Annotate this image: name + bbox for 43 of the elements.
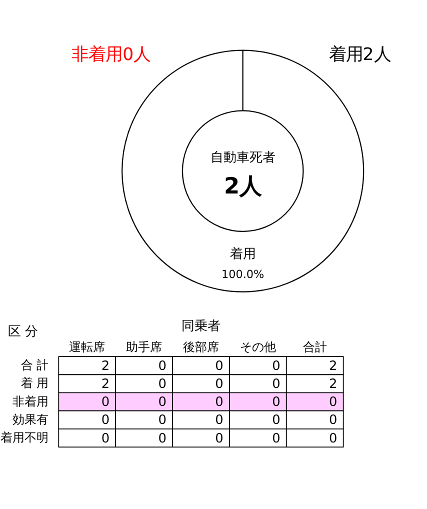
category-label: 非着用0人 xyxy=(72,44,151,65)
legend-label: 非着用 xyxy=(12,394,49,408)
y-tick-label: 効果有 xyxy=(12,412,49,426)
data-label: 0 xyxy=(215,377,224,392)
data-label: 2 xyxy=(329,358,338,374)
data-label: 0 xyxy=(329,395,338,410)
text: 2人 xyxy=(224,173,263,200)
text: 同乗者 xyxy=(181,318,220,334)
data-label: 0 xyxy=(158,358,166,374)
slice-label: 着用 xyxy=(230,246,256,262)
data-label: 0 xyxy=(329,413,338,428)
data-label: 0 xyxy=(272,431,280,446)
data-label: 0 xyxy=(272,395,280,410)
y-tick-label: 合 計 xyxy=(20,358,49,372)
data-label: 0 xyxy=(215,431,224,446)
y-tick-label: 着用不明 xyxy=(0,430,49,444)
data-label: 0 xyxy=(158,395,166,410)
x-tick-label: 運転席 xyxy=(69,340,106,354)
data-label: 100.0% xyxy=(221,268,265,282)
x-tick-label: 合計 xyxy=(302,340,327,354)
data-label: 2 xyxy=(101,377,110,392)
x-tick-label: 助手席 xyxy=(126,340,162,354)
data-label: 2 xyxy=(101,358,110,374)
data-label: 0 xyxy=(101,395,110,410)
data-label: 0 xyxy=(158,413,166,428)
data-label: 0 xyxy=(272,413,280,428)
text: 自動車死者 xyxy=(210,150,276,166)
data-label: 0 xyxy=(272,377,280,392)
x-tick-label: 後部席 xyxy=(182,340,219,354)
y-tick-label: 着 用 xyxy=(20,376,49,390)
data-label: 0 xyxy=(215,395,224,410)
category-label: 着用2人 xyxy=(328,44,391,65)
data-label: 0 xyxy=(215,358,224,374)
x-tick-label: その他 xyxy=(240,340,276,354)
y-axis-title: 区 分 xyxy=(8,324,38,340)
data-label: 0 xyxy=(272,358,280,374)
data-label: 0 xyxy=(158,431,166,446)
data-label: 0 xyxy=(215,413,224,428)
data-label: 0 xyxy=(329,431,338,446)
data-label: 0 xyxy=(158,377,166,392)
data-label: 0 xyxy=(101,431,110,446)
data-label: 0 xyxy=(101,413,110,428)
data-label: 2 xyxy=(329,377,338,392)
